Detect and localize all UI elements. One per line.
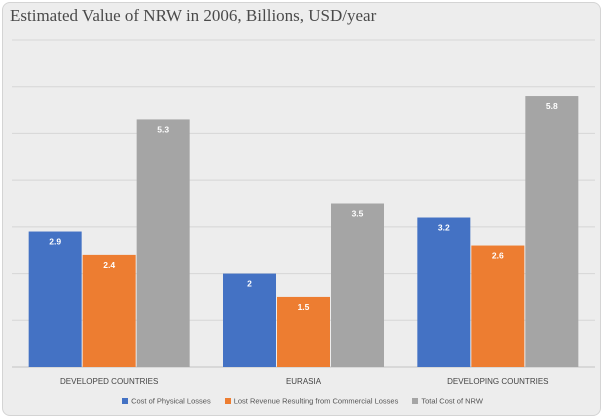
bar: [331, 203, 384, 367]
legend: Cost of Physical Losses Lost Revenue Resu…: [0, 396, 605, 406]
bar-value-label: 2.6: [492, 251, 504, 261]
bar: [136, 119, 190, 368]
bar: [82, 254, 136, 367]
legend-swatch: [224, 398, 231, 405]
chart-title: Estimated Value of NRW in 2006, Billions…: [10, 6, 377, 25]
bar-value-label: 5.3: [157, 124, 169, 134]
bar: [28, 231, 82, 367]
bar-labels: 2.9 2.4 5.3 2 1.5 3.5 3.2 2.6 5.8: [49, 101, 558, 312]
bar: [471, 245, 525, 367]
bar-value-label: 5.8: [546, 101, 558, 111]
bar: [277, 296, 330, 367]
legend-label: Lost Revenue Resulting from Commercial L…: [233, 396, 399, 406]
legend-item: Total Cost of NRW: [412, 396, 483, 406]
bar: [223, 273, 276, 367]
bar-value-label: 3.2: [438, 223, 450, 233]
bar-value-label: 2.9: [49, 237, 61, 247]
bar: [417, 217, 471, 367]
legend-item: Lost Revenue Resulting from Commercial L…: [224, 396, 399, 406]
category-label: EURASIA: [286, 377, 322, 386]
bar-value-label: 2.4: [103, 260, 115, 270]
legend-swatch: [122, 398, 129, 405]
legend-swatch: [412, 398, 419, 405]
bar: [525, 96, 579, 368]
legend-item: Cost of Physical Losses: [122, 396, 211, 406]
category-label: DEVELOPING COUNTRIES: [447, 377, 548, 386]
bar-value-label: 2: [247, 279, 252, 289]
category-label: DEVELOPED COUNTRIES: [60, 377, 158, 386]
bar-value-label: 1.5: [298, 302, 310, 312]
grid-lines: [12, 39, 595, 368]
legend-label: Cost of Physical Losses: [131, 396, 211, 406]
legend-label: Total Cost of NRW: [421, 396, 483, 406]
bar-value-label: 3.5: [352, 209, 364, 219]
category-labels: DEVELOPED COUNTRIES EURASIA DEVELOPING COU…: [60, 377, 548, 386]
bars: [28, 96, 579, 368]
